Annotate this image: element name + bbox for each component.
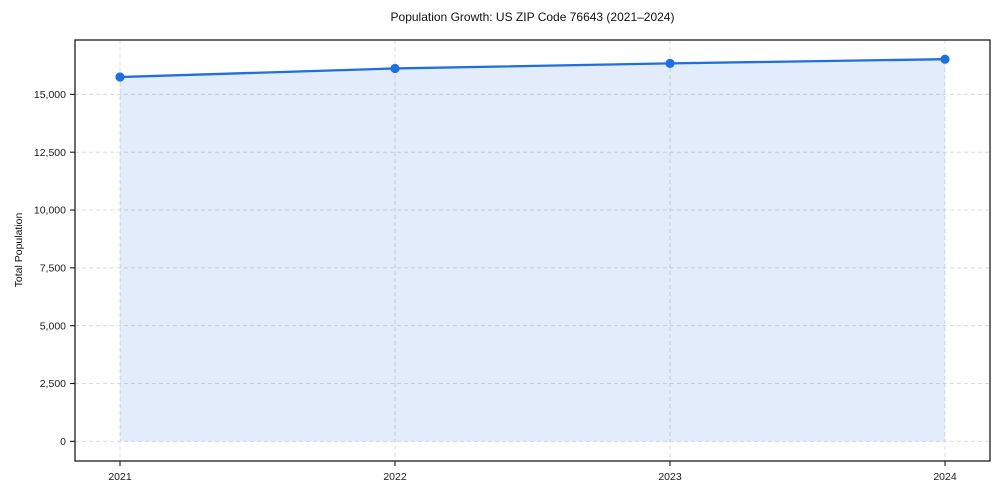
data-point-2024 [940, 54, 950, 64]
y-tick-label: 12,500 [34, 147, 66, 159]
trend-line [118, 58, 947, 79]
y-tick-label: 10,000 [34, 205, 66, 217]
y-tick-label: 0 [60, 436, 66, 448]
y-tick-label: 15,000 [34, 89, 66, 101]
plot-border [74, 39, 991, 462]
y-tick-label: 5,000 [40, 320, 66, 332]
area-fill [120, 59, 945, 442]
x-tick-label: 2021 [108, 471, 132, 483]
data-point-2023 [665, 58, 675, 68]
y-tick-label: 2,500 [40, 378, 66, 390]
x-tick-label: 2023 [658, 471, 682, 483]
y-tick-label: 7,500 [40, 262, 66, 274]
chart-title: Population Growth: US ZIP Code 76643 (20… [390, 10, 675, 24]
data-point-2021 [115, 72, 125, 82]
x-tick-label: 2022 [383, 471, 407, 483]
data-point-2022 [390, 63, 400, 74]
x-tick-label: 2024 [933, 471, 957, 483]
